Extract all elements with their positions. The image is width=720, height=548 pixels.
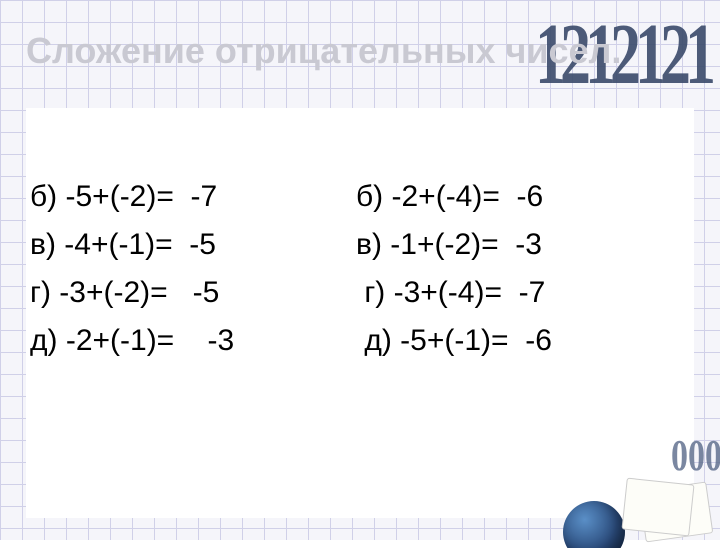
equation-right: г) -3+(-4)= -7: [356, 276, 694, 310]
equation-row: в) -4+(-1)= -5 в) -1+(-2)= -3: [26, 228, 694, 262]
paper-stack-icon: [610, 493, 710, 538]
equation-left: в) -4+(-1)= -5: [26, 228, 356, 262]
bottom-right-decoration: 000: [560, 428, 720, 548]
equation-right: д) -5+(-1)= -6: [356, 324, 694, 358]
decorative-digits-bottom: 000: [671, 432, 720, 481]
equation-right: в) -1+(-2)= -3: [356, 228, 694, 262]
equation-left: д) -2+(-1)= -3: [26, 324, 356, 358]
equation-row: б) -5+(-2)= -7 б) -2+(-4)= -6: [26, 180, 694, 214]
equation-left: б) -5+(-2)= -7: [26, 180, 356, 214]
equation-row: д) -2+(-1)= -3 д) -5+(-1)= -6: [26, 324, 694, 358]
equation-row: г) -3+(-2)= -5 г) -3+(-4)= -7: [26, 276, 694, 310]
equation-left: г) -3+(-2)= -5: [26, 276, 356, 310]
slide-title: Сложение отрицательных чисел.: [26, 30, 621, 72]
equation-right: б) -2+(-4)= -6: [356, 180, 694, 214]
